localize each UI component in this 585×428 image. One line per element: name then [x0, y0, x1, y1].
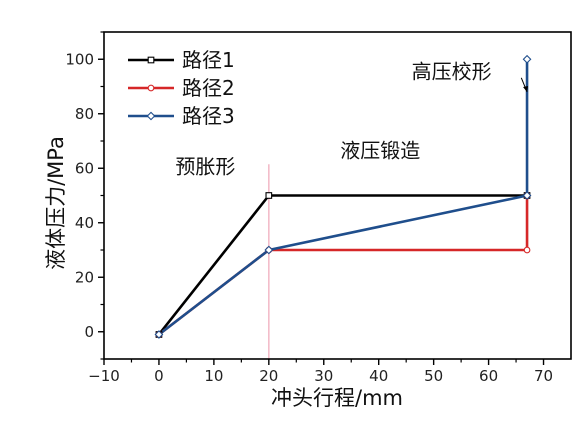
- x-tick-label: 30: [314, 367, 333, 385]
- legend-label: 路径2: [182, 76, 235, 100]
- y-tick-label: 0: [84, 323, 94, 341]
- series-line-1: [157, 194, 529, 336]
- data-point: [264, 245, 274, 255]
- callout-arrowhead: [523, 85, 529, 92]
- data-point: [522, 191, 532, 200]
- legend: 路径1 路径2 路径3: [128, 48, 235, 128]
- y-tick-label: 100: [65, 50, 94, 68]
- legend-marker: [146, 111, 156, 121]
- x-tick-label: 10: [204, 367, 223, 385]
- y-tick-label: 40: [75, 214, 94, 232]
- legend-marker: [147, 84, 155, 92]
- ticks-layer: [98, 31, 545, 365]
- annotation-hydroforge: 液压锻造: [340, 138, 420, 162]
- annotation-calibration: 高压校形: [412, 59, 492, 83]
- data-point: [154, 330, 164, 339]
- x-tick-label: 0: [154, 367, 164, 385]
- y-tick-label: 80: [75, 105, 94, 123]
- x-tick-label: 70: [534, 367, 553, 385]
- series-line-3: [157, 57, 529, 336]
- x-tick-label: −10: [88, 367, 120, 385]
- legend-label: 路径1: [182, 48, 235, 72]
- legend-marker: [147, 56, 155, 64]
- y-tick-label: 20: [75, 268, 94, 286]
- series-layer: [157, 57, 529, 336]
- x-tick-label: 60: [479, 367, 498, 385]
- x-tick-label: 20: [259, 367, 278, 385]
- annotations-layer: 预胀形 液压锻造 高压校形: [175, 59, 529, 179]
- annotation-preexpand: 预胀形: [175, 155, 235, 179]
- x-axis-title: 冲头行程/mm: [271, 386, 403, 410]
- y-axis-title: 液体压力/MPa: [44, 136, 68, 270]
- tick-labels-layer: −10 0 10 20 30 40 50 60 70 0 20 40 60 80 100: [65, 50, 553, 385]
- y-tick-label: 60: [75, 159, 94, 177]
- data-point: [522, 54, 532, 64]
- x-tick-label: 50: [424, 367, 443, 385]
- data-point: [523, 246, 531, 254]
- markers-layer: [154, 54, 532, 339]
- data-point: [265, 192, 273, 199]
- legend-label: 路径3: [182, 104, 235, 128]
- x-tick-label: 40: [369, 367, 388, 385]
